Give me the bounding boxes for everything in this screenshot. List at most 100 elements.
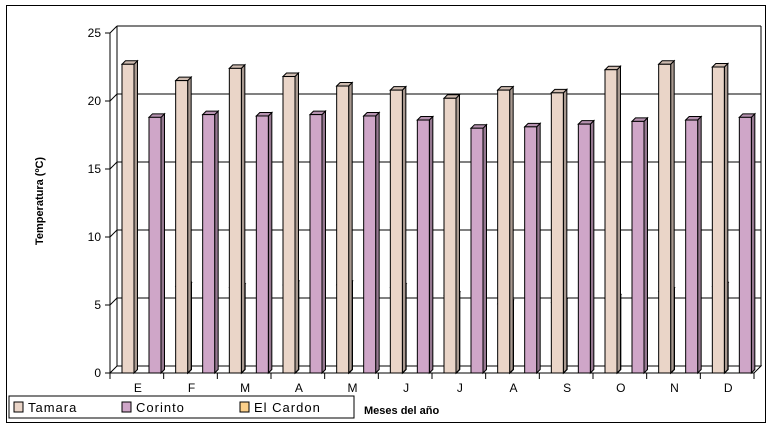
- bar-side: [267, 111, 273, 375]
- bar-side: [321, 109, 326, 375]
- bar-front: [175, 80, 189, 374]
- legend-entry: Tamara: [13, 400, 76, 415]
- x-tick-label: N: [670, 381, 679, 395]
- legend-label: El Cardon: [254, 400, 321, 415]
- bars: [120, 59, 757, 375]
- y-tick-label: 15: [88, 162, 102, 176]
- x-tick-label: O: [616, 381, 625, 395]
- bar-top: [684, 116, 703, 121]
- bar-side: [133, 59, 138, 375]
- y-axis-title: Temperatura (ºC): [34, 157, 46, 245]
- bar-top: [228, 64, 247, 69]
- bar-front: [738, 116, 752, 374]
- bar-top: [657, 60, 676, 65]
- bar: [523, 122, 542, 375]
- bar-front: [121, 63, 135, 374]
- bar-top: [362, 111, 381, 117]
- x-tick-label: J: [457, 381, 463, 395]
- bar-side: [562, 88, 568, 375]
- legend-swatch: [239, 401, 250, 413]
- bar-top: [416, 116, 435, 121]
- bar-front: [550, 92, 564, 374]
- legend-label: Corinto: [136, 400, 185, 415]
- bar-top: [147, 113, 166, 118]
- bar: [281, 71, 300, 375]
- axes: [105, 26, 763, 379]
- bar: [684, 115, 703, 375]
- bar-top: [550, 88, 569, 94]
- bar-side: [348, 81, 353, 375]
- gridline-depth: [109, 229, 118, 238]
- bar-side: [375, 111, 380, 375]
- bar-side: [670, 59, 675, 375]
- bar-front: [497, 89, 511, 374]
- x-axis-title: Meses del año: [364, 405, 439, 417]
- bar-front: [148, 116, 162, 374]
- bar-top: [201, 110, 220, 116]
- x-tick-label: J: [403, 381, 409, 395]
- bar-top: [523, 122, 542, 128]
- bar-top: [120, 60, 139, 65]
- bar: [711, 62, 730, 375]
- bar-front: [202, 114, 216, 374]
- legend-swatch: [13, 401, 24, 413]
- bar-top: [469, 124, 488, 129]
- bar-top: [281, 72, 300, 78]
- x-tick-label: M: [348, 381, 358, 395]
- bar: [577, 119, 596, 375]
- bar-front: [685, 119, 699, 374]
- bar-front: [363, 115, 377, 374]
- bar: [201, 109, 220, 375]
- bar-top: [335, 82, 354, 87]
- bar-front: [470, 127, 484, 374]
- bar-side: [240, 63, 246, 375]
- bar-side: [589, 119, 595, 375]
- bar: [362, 111, 381, 375]
- gridline-depth: [109, 25, 118, 34]
- bar-front: [711, 66, 725, 374]
- bar-side: [536, 122, 541, 375]
- bar-side: [509, 85, 514, 375]
- bar-top: [308, 110, 327, 116]
- bar-front: [416, 119, 430, 374]
- bar-front: [577, 123, 591, 374]
- bar: [738, 112, 757, 375]
- bar: [120, 59, 139, 375]
- bar-top: [255, 111, 274, 117]
- bar-side: [428, 115, 434, 375]
- bar-front: [336, 85, 350, 374]
- bar: [442, 93, 461, 375]
- bar: [255, 111, 274, 375]
- bar: [603, 65, 622, 375]
- bar-side: [697, 115, 702, 375]
- bar-side: [401, 85, 407, 375]
- x-tick-label: E: [134, 381, 142, 395]
- bar-top: [442, 94, 461, 99]
- gridline-depth: [109, 161, 118, 170]
- bar-front: [255, 115, 269, 374]
- bar: [550, 88, 569, 375]
- bar-top: [738, 113, 757, 118]
- bar: [389, 85, 408, 375]
- bar: [174, 75, 193, 375]
- bar-side: [187, 75, 192, 375]
- grid-lines: [109, 25, 761, 306]
- bar-side: [294, 71, 299, 375]
- bar: [228, 63, 247, 375]
- legend-box: [8, 395, 355, 419]
- gridline-depth: [109, 297, 118, 306]
- y-tick-label: 20: [88, 94, 102, 108]
- x-tick-label: A: [509, 381, 517, 395]
- x-tick-label: D: [724, 381, 733, 395]
- legend-swatch: [121, 401, 132, 413]
- bar-front: [309, 114, 323, 374]
- bar: [496, 85, 515, 375]
- legend-entry: El Cardon: [239, 400, 321, 415]
- gridline-depth: [109, 93, 118, 102]
- bar-side: [214, 109, 219, 375]
- bar-side: [616, 65, 621, 375]
- bar-top: [577, 120, 596, 125]
- tick-labels: 0 5 10 15 20 25 E F M A M J J A S O N D: [88, 26, 733, 395]
- bar-top: [603, 65, 622, 71]
- bar-front: [228, 67, 242, 374]
